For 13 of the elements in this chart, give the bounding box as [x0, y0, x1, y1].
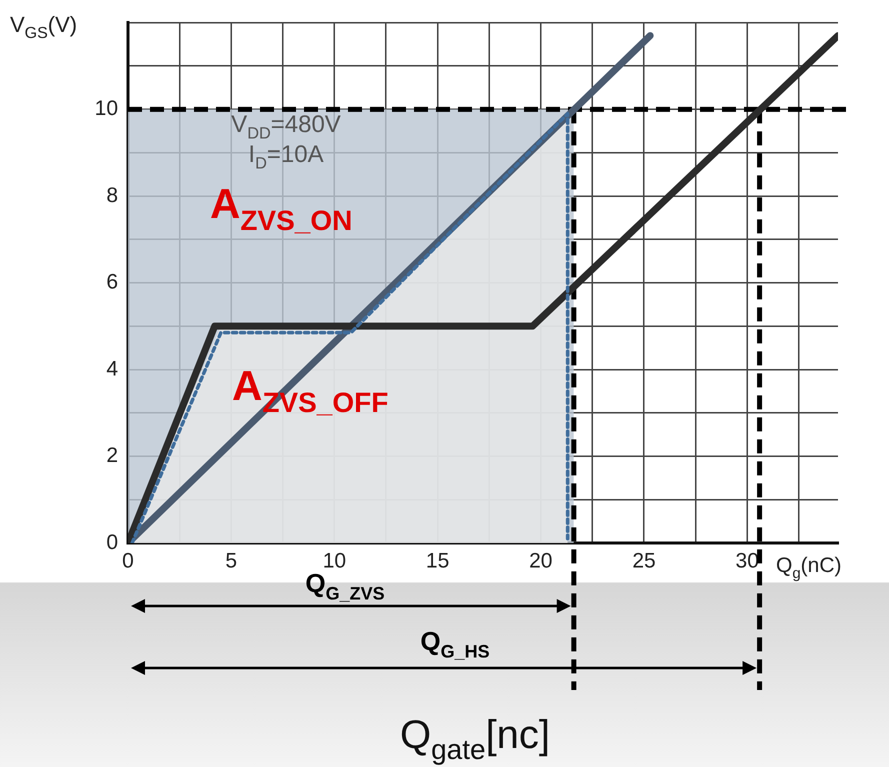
x-tick-label: 15 [426, 549, 450, 572]
x-tick-label: 0 [122, 549, 134, 572]
x-tick-label: 25 [632, 549, 656, 572]
y-tick-label: 8 [106, 184, 118, 207]
x-tick-label: 5 [225, 549, 238, 572]
x-tick-label: 30 [736, 549, 759, 572]
y-tick-label: 4 [106, 357, 118, 380]
y-tick-label: 2 [106, 444, 118, 468]
y-tick-label: 6 [106, 270, 118, 294]
x-tick-label: 10 [322, 549, 346, 572]
x-tick-label: 20 [529, 549, 552, 572]
y-tick-label: 0 [106, 530, 118, 554]
y-tick-label: 10 [94, 97, 118, 120]
